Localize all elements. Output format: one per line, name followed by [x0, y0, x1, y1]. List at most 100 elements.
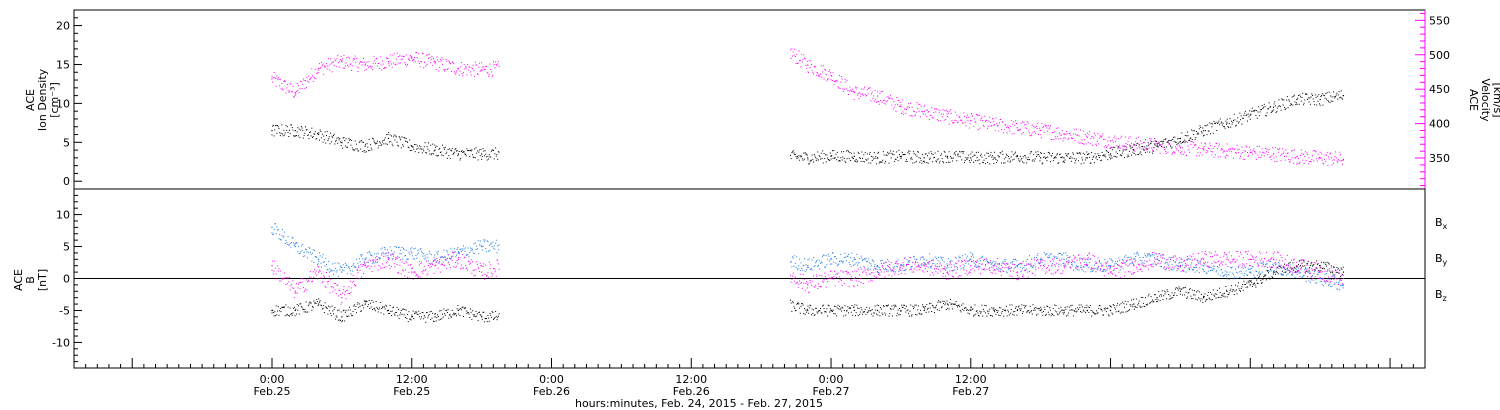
- bx-sample: [1063, 311, 1065, 313]
- bx-sample: [363, 307, 365, 309]
- bx-sample: [810, 305, 812, 307]
- velocity-sample: [1001, 129, 1003, 131]
- density-sample: [1017, 158, 1019, 160]
- velocity-sample: [476, 64, 478, 66]
- by-sample: [1028, 255, 1030, 257]
- velocity-sample: [935, 111, 937, 113]
- velocity-sample: [1013, 132, 1015, 134]
- bx-sample: [915, 313, 917, 315]
- density-sample: [286, 126, 288, 128]
- bz-sample: [408, 271, 410, 273]
- by-sample: [402, 247, 404, 249]
- velocity-point: [853, 92, 855, 94]
- bx-sample: [795, 309, 797, 311]
- velocity-sample: [1176, 149, 1178, 151]
- density-point: [1296, 98, 1298, 101]
- bx-sample: [367, 306, 369, 308]
- bx-sample: [1134, 305, 1136, 307]
- by-sample: [1336, 288, 1338, 290]
- velocity-point: [1179, 147, 1182, 149]
- bx-sample: [990, 315, 992, 317]
- by-sample: [1053, 255, 1055, 257]
- density-sample: [277, 126, 279, 128]
- density-sample: [827, 159, 829, 161]
- by-sample: [392, 257, 394, 259]
- bx-sample: [350, 313, 352, 315]
- bx-sample: [968, 313, 970, 315]
- velocity-sample: [1110, 146, 1112, 148]
- by-sample: [1286, 267, 1288, 269]
- velocity-sample: [1184, 142, 1186, 144]
- density-sample: [390, 135, 392, 137]
- bx-sample: [1055, 305, 1057, 307]
- density-sample: [1337, 94, 1339, 96]
- velocity-sample: [1313, 160, 1315, 162]
- density-sample: [1177, 142, 1179, 144]
- velocity-sample: [363, 61, 365, 63]
- velocity-sample: [873, 100, 875, 102]
- velocity-sample: [1272, 153, 1274, 155]
- velocity-sample: [1200, 142, 1202, 144]
- bx-sample: [1327, 269, 1329, 271]
- density-sample: [359, 140, 361, 142]
- density-sample: [931, 161, 933, 163]
- bx-sample: [1290, 266, 1292, 268]
- velocity-sample: [1186, 141, 1188, 143]
- bx-sample: [989, 308, 991, 310]
- bz-sample: [305, 279, 307, 281]
- by-sample: [1279, 266, 1281, 268]
- velocity-sample: [967, 119, 969, 121]
- velocity-sample: [346, 64, 348, 66]
- bx-sample: [1248, 282, 1250, 284]
- density-sample: [1151, 152, 1153, 154]
- velocity-sample: [288, 91, 290, 93]
- bz-sample: [293, 297, 295, 299]
- density-sample: [1273, 103, 1275, 105]
- velocity-sample: [284, 80, 286, 82]
- velocity-sample: [939, 110, 941, 112]
- by-sample: [1095, 263, 1097, 265]
- bz-sample: [414, 272, 416, 274]
- by-sample: [849, 264, 851, 266]
- bx-sample: [1056, 311, 1058, 313]
- velocity-sample: [1211, 154, 1213, 156]
- by-sample: [348, 266, 350, 268]
- density-sample: [1167, 141, 1169, 143]
- bx-sample: [822, 305, 824, 307]
- by-sample: [1205, 272, 1207, 274]
- bz-sample: [311, 281, 313, 283]
- density-sample: [293, 135, 295, 137]
- density-sample: [1302, 92, 1304, 94]
- velocity-sample: [1112, 139, 1114, 141]
- bx-point: [1156, 297, 1158, 299]
- velocity-sample: [1338, 160, 1340, 162]
- density-sample: [1012, 154, 1014, 156]
- velocity-sample: [460, 66, 462, 68]
- by-sample: [314, 255, 316, 257]
- density-sample: [1038, 155, 1040, 157]
- velocity-sample: [1341, 159, 1343, 161]
- bx-sample: [1015, 306, 1017, 308]
- bz-sample: [282, 278, 284, 280]
- velocity-sample: [899, 101, 901, 103]
- by-sample: [400, 249, 402, 251]
- bx-sample: [1102, 314, 1104, 316]
- bz-sample: [316, 274, 318, 276]
- density-sample: [284, 132, 286, 134]
- bx-sample: [908, 312, 910, 314]
- bx-sample: [448, 317, 450, 319]
- density-sample: [1301, 96, 1303, 98]
- by-sample: [1072, 265, 1074, 267]
- velocity-sample: [1311, 155, 1313, 157]
- velocity-sample: [904, 108, 906, 110]
- by-sample: [860, 255, 862, 257]
- velocity-sample: [968, 116, 970, 118]
- bz-sample: [332, 287, 334, 289]
- bx-sample: [853, 306, 855, 308]
- density-sample: [1321, 93, 1323, 95]
- bx-sample: [872, 315, 874, 317]
- bx-sample: [970, 306, 972, 308]
- by-sample: [481, 246, 483, 248]
- by-sample: [1003, 259, 1005, 261]
- by-sample: [1071, 263, 1073, 265]
